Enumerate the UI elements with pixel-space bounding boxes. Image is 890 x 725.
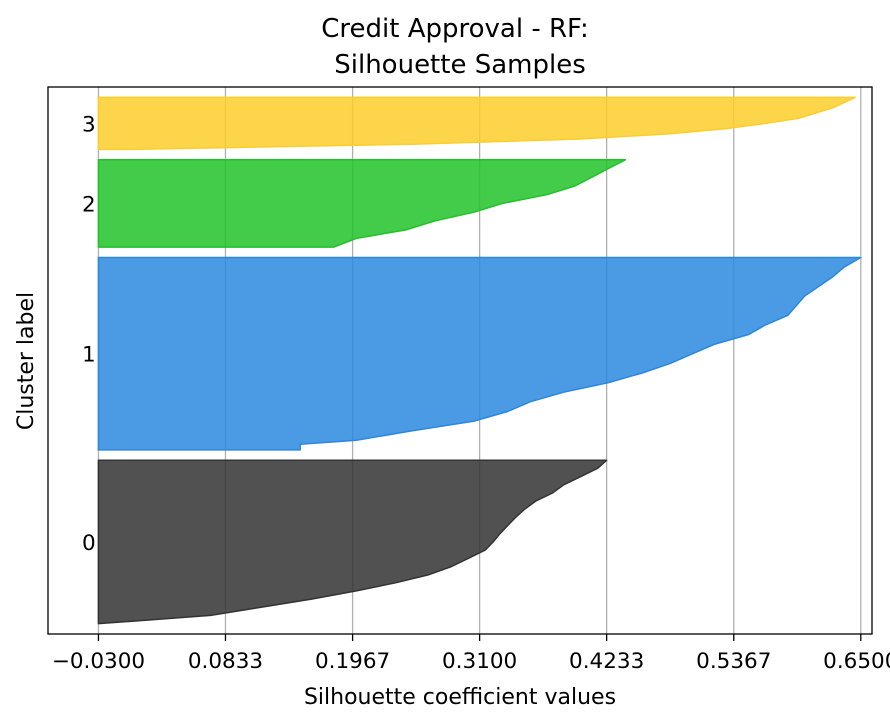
cluster-label-1: 1 bbox=[82, 343, 96, 368]
plot-frame bbox=[47, 86, 873, 635]
chart-title-line-1: Credit Approval - RF: bbox=[321, 14, 589, 44]
cluster-2-silhouette bbox=[97, 159, 627, 248]
cluster-1-silhouette bbox=[97, 256, 862, 451]
cluster-tick-labels: 0 1 2 3 bbox=[82, 112, 96, 556]
cluster-3-silhouette bbox=[97, 96, 856, 151]
x-axis-label: Silhouette coefficient values bbox=[304, 685, 616, 710]
cluster-silhouettes bbox=[97, 96, 862, 625]
chart-title-line-2: Silhouette Samples bbox=[334, 50, 586, 80]
x-tick-label-2: 0.1967 bbox=[315, 649, 390, 674]
cluster-label-3: 3 bbox=[82, 112, 96, 137]
x-tick-label-0: −0.0300 bbox=[52, 649, 145, 674]
cluster-label-0: 0 bbox=[82, 531, 96, 556]
x-axis-ticks: −0.0300 0.0833 0.1967 0.3100 0.4233 0.5367 0.6… bbox=[52, 634, 890, 674]
chart-title: Credit Approval - RF: Silhouette Samples bbox=[321, 14, 589, 80]
x-tick-label-3: 0.3100 bbox=[442, 649, 517, 674]
x-tick-label-1: 0.0833 bbox=[188, 649, 263, 674]
cluster-label-2: 2 bbox=[82, 192, 96, 217]
x-tick-label-4: 0.4233 bbox=[569, 649, 644, 674]
cluster-0-silhouette bbox=[97, 459, 608, 625]
y-axis-label: Cluster label bbox=[14, 292, 39, 430]
x-tick-label-5: 0.5367 bbox=[696, 649, 771, 674]
